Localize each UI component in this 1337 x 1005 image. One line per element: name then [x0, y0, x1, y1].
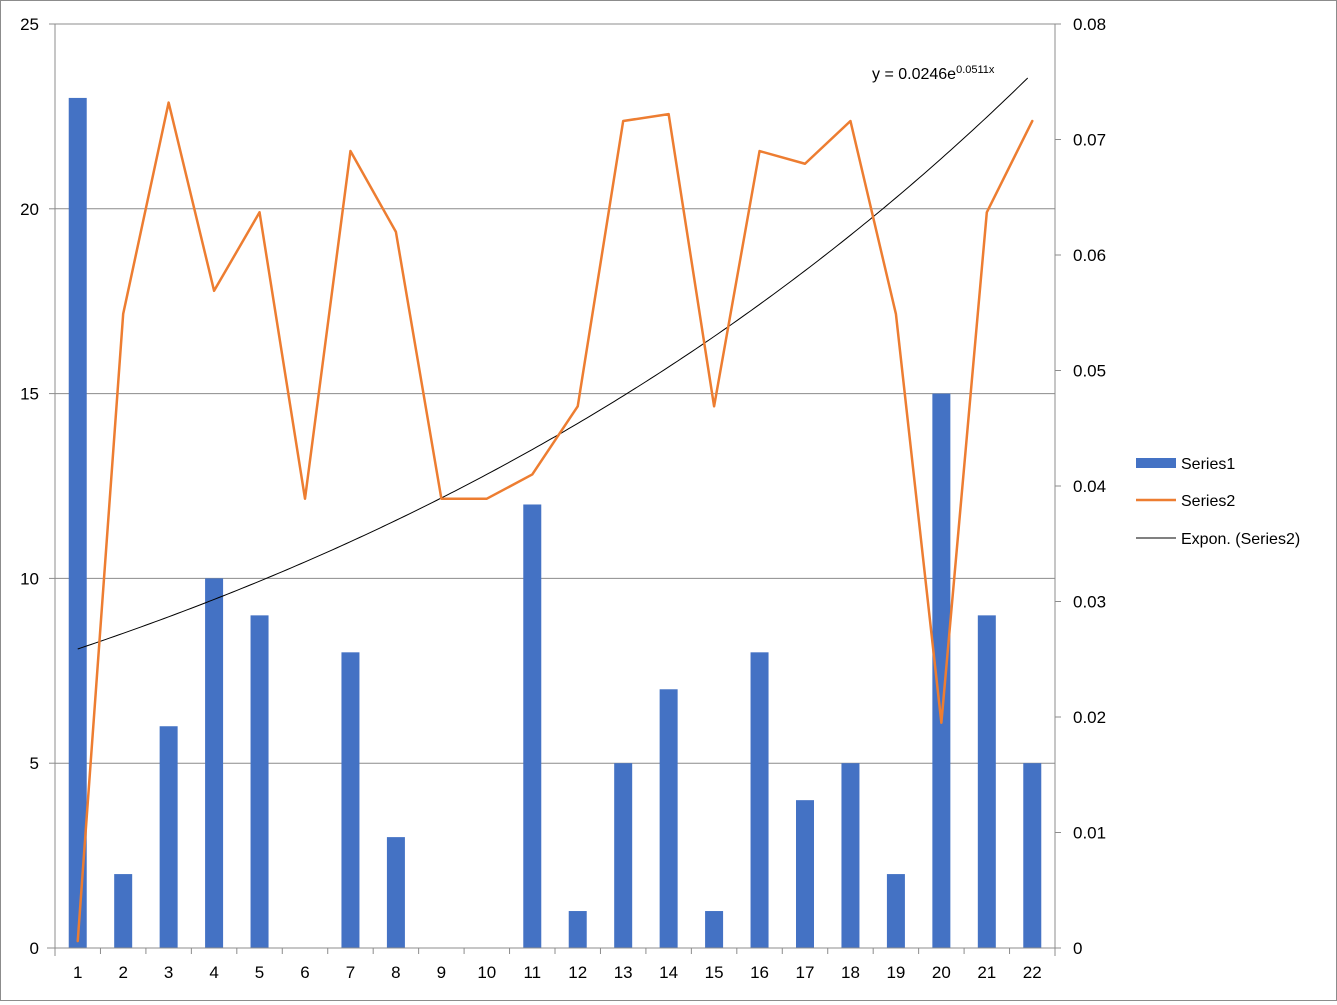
x-tick-label: 10	[477, 963, 496, 982]
x-tick-label: 15	[705, 963, 724, 982]
x-tick-label: 19	[886, 963, 905, 982]
trendline-curve	[77, 77, 1029, 650]
legend-label: Series2	[1181, 493, 1235, 510]
bar	[977, 615, 996, 948]
x-tick-label: 1	[73, 963, 82, 982]
legend: Series1 Series2 Expon. (Series2)	[1136, 456, 1300, 548]
bar	[159, 726, 178, 948]
bar	[614, 763, 633, 948]
legend-label: Series1	[1181, 456, 1235, 473]
x-tick-label: 14	[659, 963, 678, 982]
bar	[68, 97, 87, 949]
y-tick-label: 10	[20, 569, 39, 588]
x-tick-label: 18	[841, 963, 860, 982]
bar	[114, 874, 133, 948]
y2-tick-label: 0	[1073, 939, 1082, 958]
x-tick-label: 21	[977, 963, 996, 982]
y2-tick-label: 0.08	[1073, 15, 1106, 34]
bar	[750, 652, 769, 948]
trendline-equation: y = 0.0246e0.0511x	[872, 64, 995, 83]
bar	[932, 393, 951, 949]
bar	[341, 652, 360, 948]
x-tick-label: 8	[391, 963, 400, 982]
equation-base: y = 0.0246e	[872, 66, 956, 83]
bar	[1023, 763, 1042, 948]
y-tick-label: 25	[20, 15, 39, 34]
series2-polyline	[76, 101, 1034, 943]
legend-label: Expon. (Series2)	[1181, 531, 1300, 548]
y2-tick-label: 0.04	[1073, 477, 1106, 496]
y-tick-label: 15	[20, 385, 39, 404]
x-tick-label: 2	[118, 963, 127, 982]
y2-tick-label: 0.01	[1073, 824, 1106, 843]
series1-bars	[68, 97, 1042, 949]
bar	[841, 763, 860, 948]
bar	[250, 615, 269, 948]
x-tick-label: 9	[437, 963, 446, 982]
y2-tick-label: 0.07	[1073, 131, 1106, 150]
bar	[523, 504, 542, 948]
bar	[886, 874, 905, 948]
bar	[386, 837, 405, 948]
y-axis-left-labels: 0 5 10 15 20 25	[20, 15, 39, 958]
y2-tick-label: 0.03	[1073, 593, 1106, 612]
y-tick-label: 0	[30, 939, 39, 958]
bar	[705, 911, 724, 948]
x-tick-label: 5	[255, 963, 264, 982]
y2-tick-label: 0.05	[1073, 362, 1106, 381]
gridlines	[55, 23, 1055, 949]
bar	[796, 800, 814, 948]
x-axis-labels: 1 2 3 4 5 6 7 8 9 10 11 12 13 14 15 16 17 18 19 20 21 22	[73, 963, 1042, 982]
trendline	[77, 77, 1029, 650]
bar	[568, 911, 587, 948]
x-tick-label: 7	[346, 963, 355, 982]
y-tick-label: 20	[20, 200, 39, 219]
legend-swatch-bar	[1136, 458, 1176, 468]
axes	[47, 23, 1061, 956]
bar	[205, 578, 224, 948]
x-tick-label: 6	[300, 963, 309, 982]
x-tick-label: 3	[164, 963, 173, 982]
y-tick-label: 5	[30, 754, 39, 773]
x-tick-label: 11	[523, 963, 541, 982]
x-tick-label: 17	[796, 963, 815, 982]
y-axis-right-labels: 0 0.01 0.02 0.03 0.04 0.05 0.06 0.07 0.08	[1073, 15, 1106, 958]
x-tick-label: 16	[750, 963, 769, 982]
x-tick-label: 22	[1023, 963, 1042, 982]
equation-exponent: 0.0511x	[956, 64, 995, 76]
x-tick-label: 4	[209, 963, 218, 982]
series2-line	[76, 101, 1034, 943]
y2-tick-label: 0.02	[1073, 708, 1106, 727]
x-tick-label: 20	[932, 963, 951, 982]
y2-tick-label: 0.06	[1073, 246, 1106, 265]
x-tick-label: 12	[568, 963, 587, 982]
x-tick-label: 13	[614, 963, 633, 982]
bar	[659, 689, 678, 948]
